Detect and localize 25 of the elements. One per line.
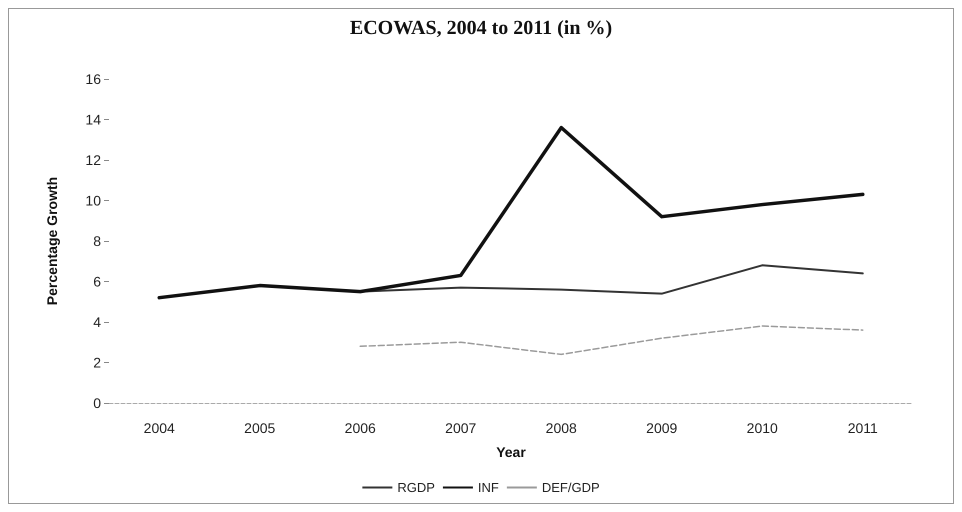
y-tick-label: 8 [93,233,102,249]
x-tick-label: 2004 [144,420,176,436]
legend-label: DEF/GDP [542,480,600,495]
x-tick-label: 2005 [244,420,276,436]
x-tick-label: 2008 [546,420,578,436]
x-tick-label: 2009 [646,420,678,436]
y-tick-label: 10 [85,192,102,208]
y-tick-label: 6 [93,274,102,290]
chart-title: ECOWAS, 2004 to 2011 (in %) [350,17,612,39]
x-tick-label: 2011 [848,420,878,436]
x-tick-label: 2006 [344,420,376,436]
line-series [158,126,864,300]
y-axis-title: Percentage Growth [44,176,60,306]
line-series [360,325,864,356]
y-tick-label: 0 [93,395,102,411]
legend-label: INF [478,480,499,495]
y-tick-label: 4 [93,314,102,330]
y-tick-label: 12 [85,152,102,168]
x-tick-label: 2010 [746,420,778,436]
legend-label: RGDP [397,480,435,495]
y-tick-label: 14 [85,112,102,128]
x-tick-label: 2007 [445,420,477,436]
y-tick-label: 2 [93,354,102,370]
y-tick-label: 16 [85,71,102,87]
x-axis-title: Year [496,444,526,460]
